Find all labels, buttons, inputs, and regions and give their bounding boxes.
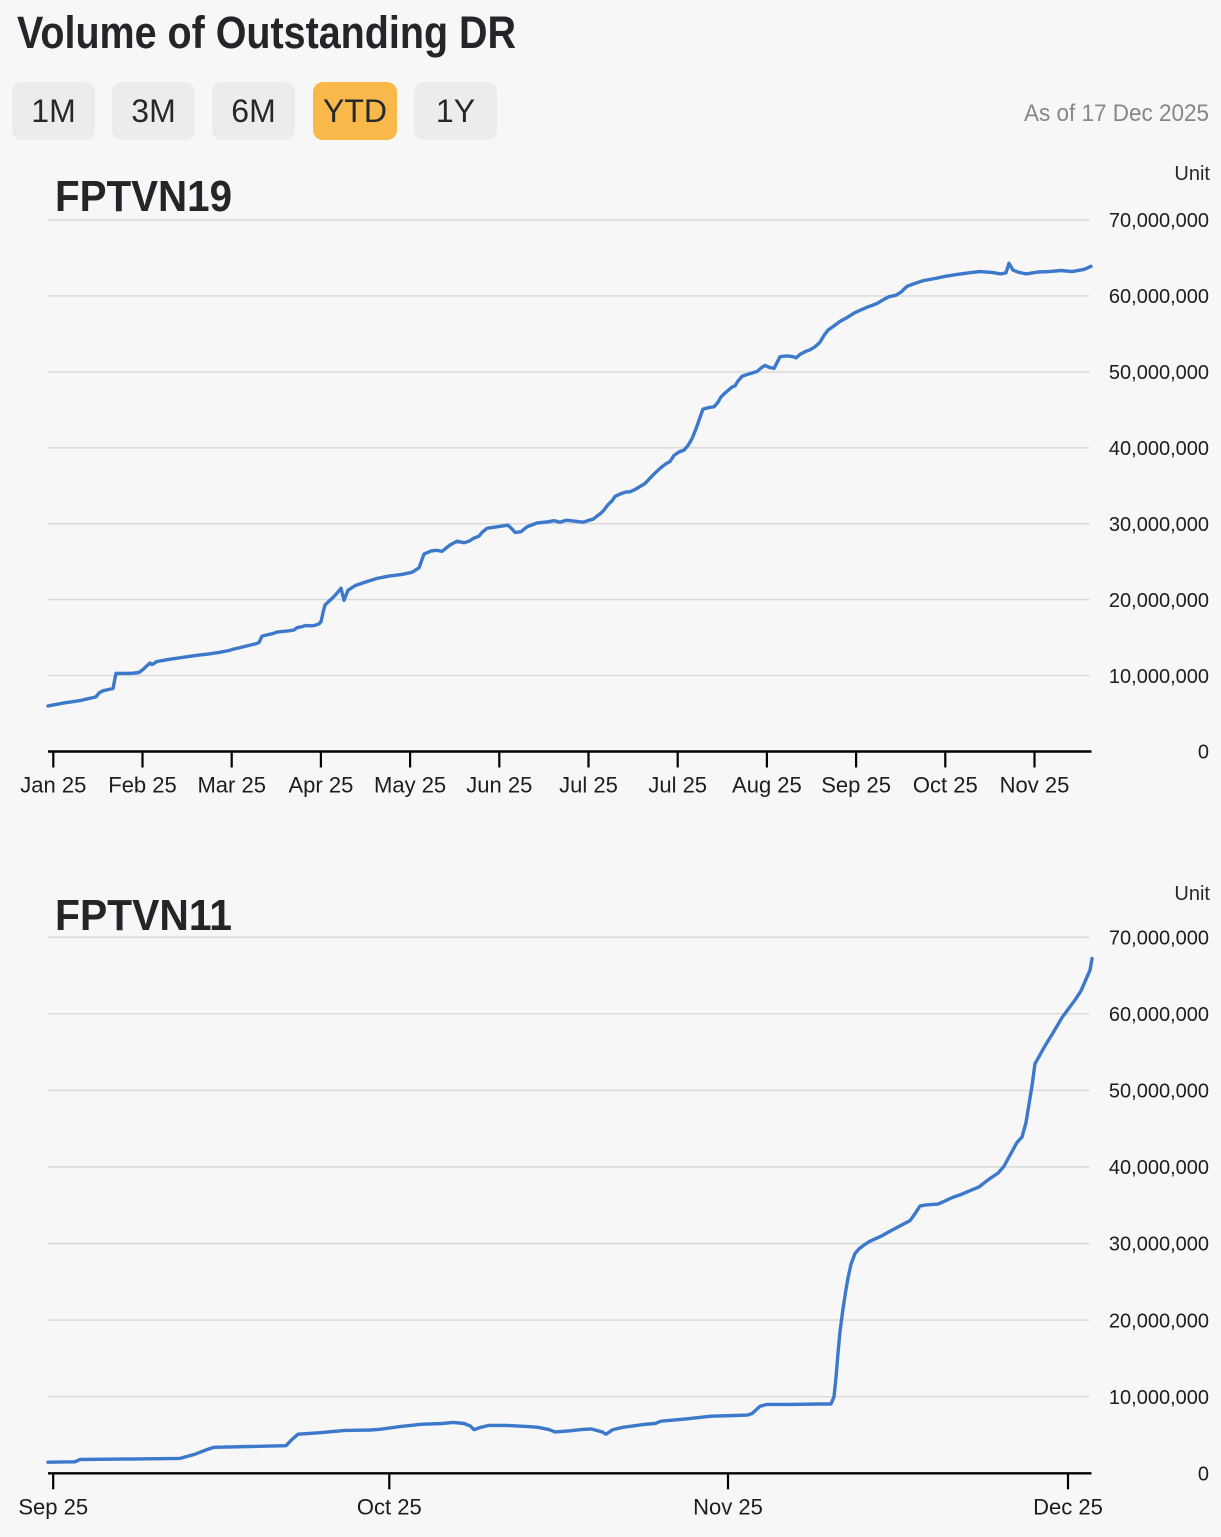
svg-text:40,000,000: 40,000,000 [1109,1157,1209,1179]
svg-text:Dec 25: Dec 25 [1033,1494,1103,1519]
svg-text:0: 0 [1198,1464,1209,1486]
svg-text:Unit: Unit [1174,163,1210,185]
svg-text:50,000,000: 50,000,000 [1109,1081,1209,1103]
svg-text:Oct 25: Oct 25 [913,773,978,798]
svg-text:30,000,000: 30,000,000 [1109,1234,1209,1256]
svg-text:50,000,000: 50,000,000 [1109,362,1209,384]
svg-text:60,000,000: 60,000,000 [1109,286,1209,308]
svg-text:FPTVN19: FPTVN19 [55,172,232,221]
svg-text:YTD: YTD [323,93,387,129]
svg-text:Nov 25: Nov 25 [1000,773,1070,798]
svg-text:Feb 25: Feb 25 [108,773,177,798]
svg-text:70,000,000: 70,000,000 [1109,927,1209,949]
svg-text:Jun 25: Jun 25 [466,773,532,798]
svg-text:0: 0 [1198,742,1209,764]
svg-text:Nov 25: Nov 25 [693,1494,763,1519]
svg-text:1Y: 1Y [436,93,475,129]
svg-text:Mar 25: Mar 25 [197,773,265,798]
svg-text:20,000,000: 20,000,000 [1109,1310,1209,1332]
svg-text:3M: 3M [131,93,175,129]
svg-text:Apr 25: Apr 25 [288,773,353,798]
svg-text:As of 17 Dec 2025: As of 17 Dec 2025 [1024,100,1209,127]
svg-text:FPTVN11: FPTVN11 [55,891,232,940]
svg-text:Unit: Unit [1174,883,1210,905]
svg-text:May 25: May 25 [374,773,446,798]
svg-text:30,000,000: 30,000,000 [1109,514,1209,536]
svg-text:Oct 25: Oct 25 [357,1494,422,1519]
svg-text:Sep 25: Sep 25 [18,1494,88,1519]
svg-text:40,000,000: 40,000,000 [1109,438,1209,460]
svg-text:Sep 25: Sep 25 [821,773,891,798]
svg-text:Jan 25: Jan 25 [20,773,86,798]
svg-text:20,000,000: 20,000,000 [1109,590,1209,612]
svg-text:6M: 6M [231,93,275,129]
svg-text:Volume of Outstanding DR: Volume of Outstanding DR [17,7,516,58]
svg-text:Aug 25: Aug 25 [732,773,802,798]
svg-text:Jul 25: Jul 25 [648,773,707,798]
svg-text:1M: 1M [31,93,75,129]
svg-text:60,000,000: 60,000,000 [1109,1004,1209,1026]
svg-text:10,000,000: 10,000,000 [1109,1387,1209,1409]
svg-text:Jul 25: Jul 25 [559,773,618,798]
svg-text:10,000,000: 10,000,000 [1109,666,1209,688]
svg-text:70,000,000: 70,000,000 [1109,210,1209,232]
